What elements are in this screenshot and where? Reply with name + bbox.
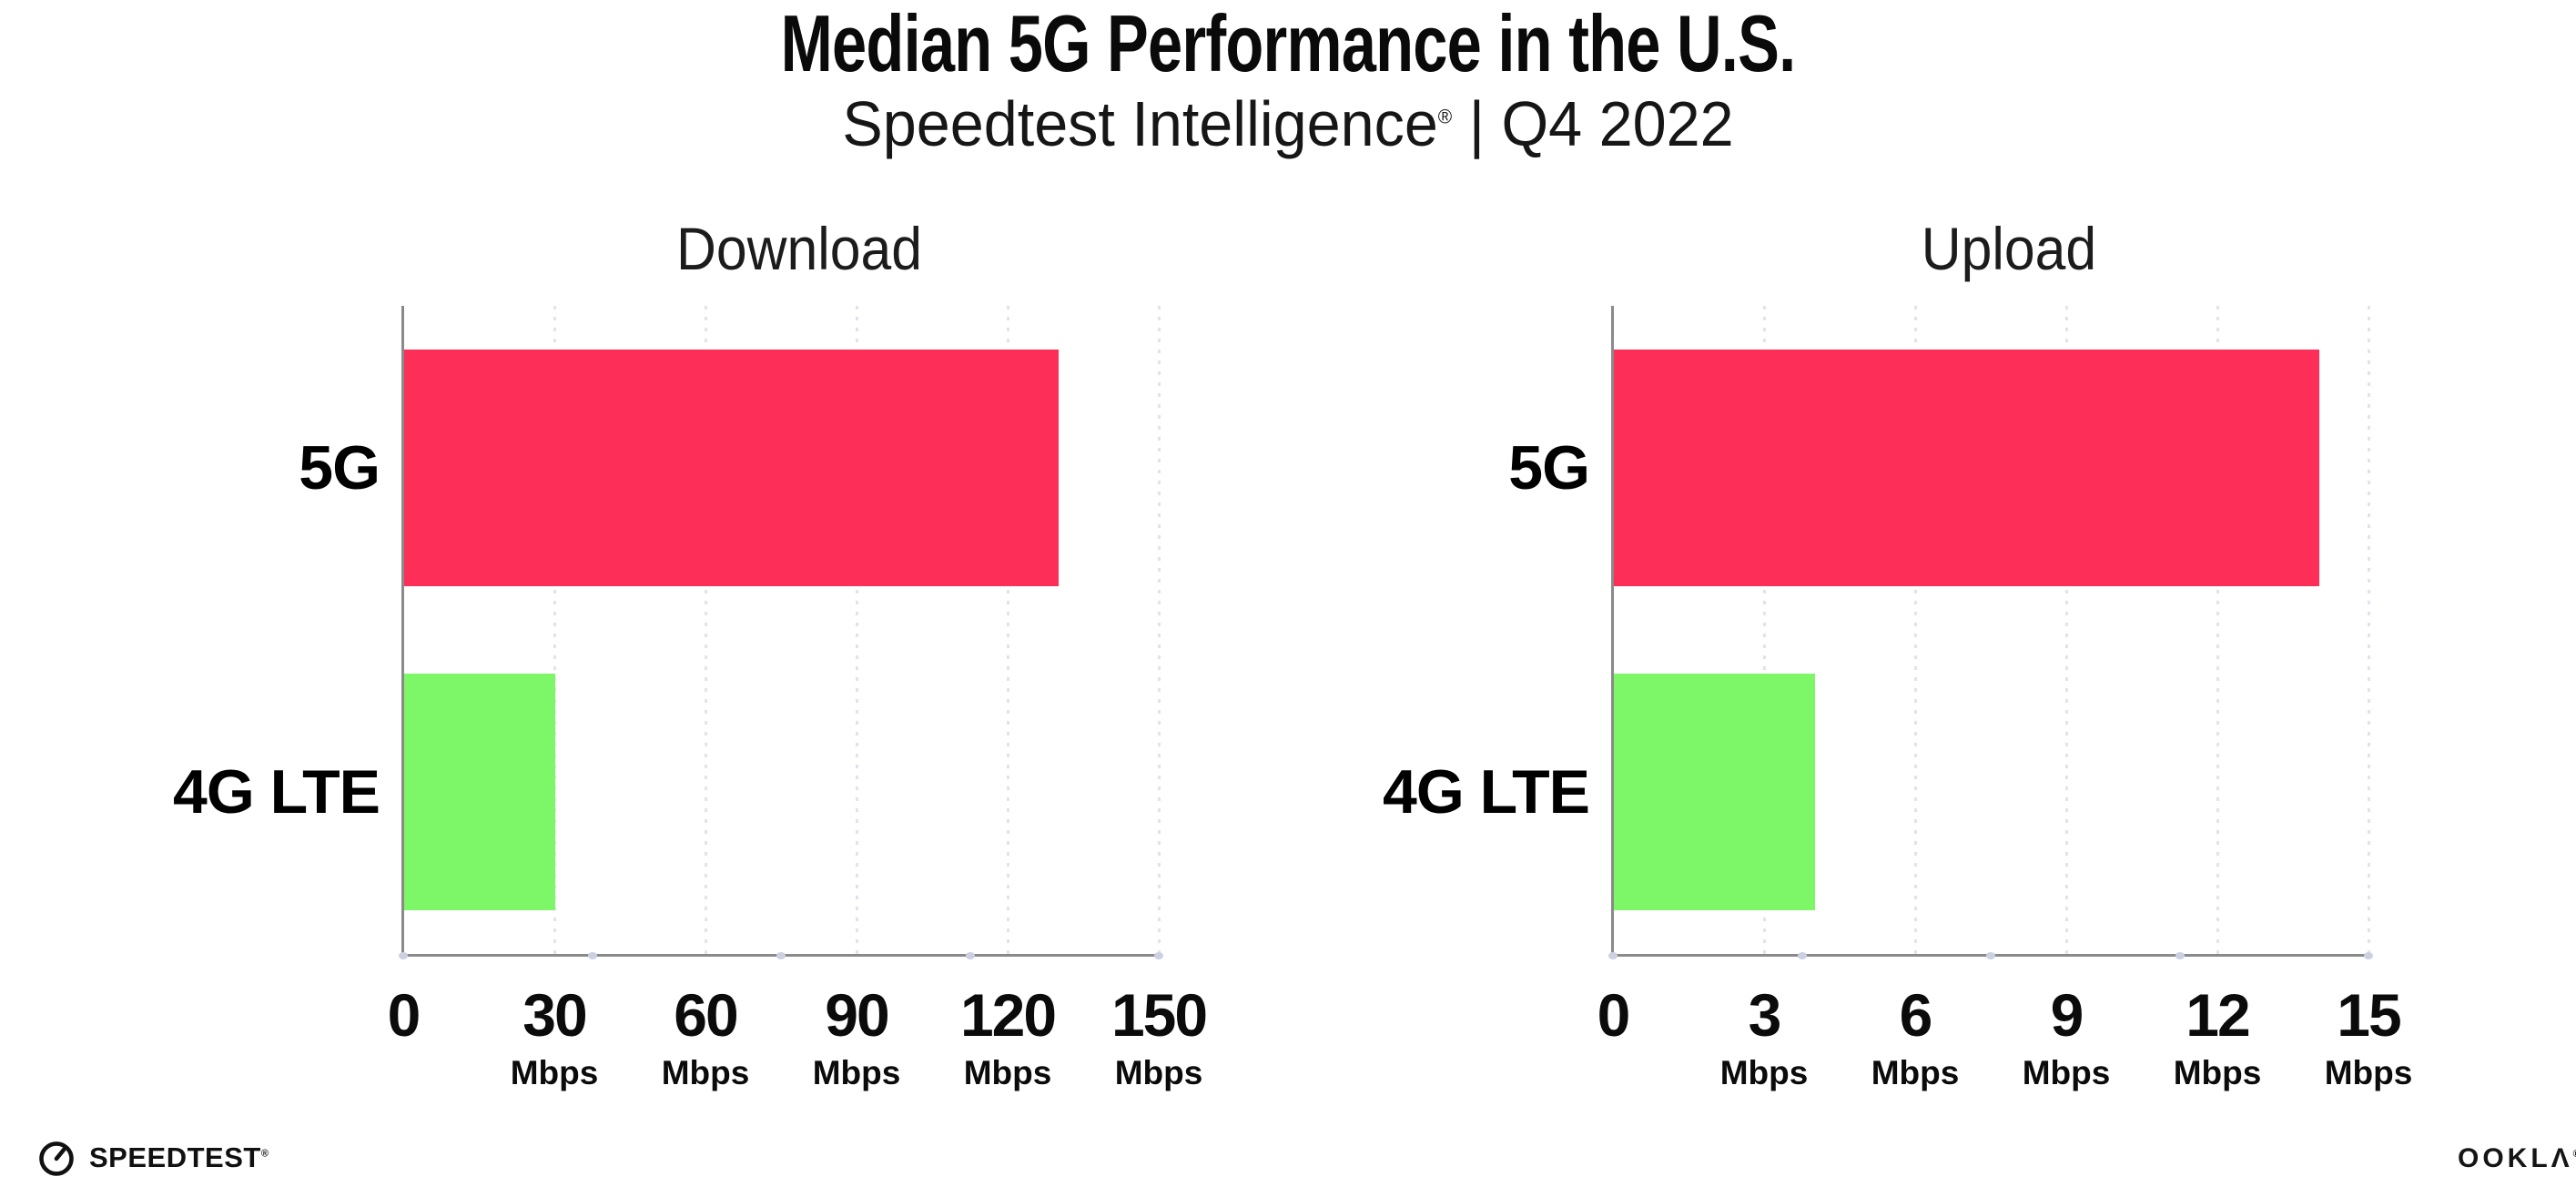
- category-label-5g: 5G: [299, 433, 380, 502]
- x-tick-30: 30 Mbps: [454, 985, 654, 1090]
- gridline-150: [1158, 306, 1161, 954]
- x-tick-unit: Mbps: [2022, 1054, 2111, 1091]
- bar-5g: [1614, 350, 2319, 586]
- x-tick-unit: Mbps: [2324, 1054, 2413, 1091]
- x-tick-value: 150: [1111, 981, 1208, 1049]
- x-tick-90: 90 Mbps: [756, 985, 957, 1090]
- x-tick-value: 120: [959, 981, 1057, 1049]
- registered-mark: ®: [1437, 105, 1453, 128]
- gridline-9: [2065, 306, 2068, 954]
- x-tick-value: 0: [387, 981, 421, 1049]
- x-tick-value: 9: [2050, 981, 2084, 1049]
- x-tick-value: 0: [1597, 981, 1631, 1049]
- gridline-90: [856, 306, 858, 954]
- x-tick-unit: Mbps: [963, 1054, 1052, 1091]
- x-tick-150: 150 Mbps: [1059, 985, 1259, 1090]
- gridline-3: [1763, 306, 1766, 954]
- x-tick-value: 90: [825, 981, 889, 1049]
- x-tick-value: 6: [1899, 981, 1933, 1049]
- x-tick-9: 9 Mbps: [1966, 985, 2166, 1090]
- x-tick-unit: Mbps: [1114, 1054, 1203, 1091]
- x-tick-value: 15: [2337, 981, 2401, 1049]
- gridline-30: [553, 306, 556, 954]
- bar-5g: [404, 350, 1060, 586]
- bar-4g-lte: [404, 674, 555, 910]
- gridline-120: [1007, 306, 1009, 954]
- gridline-12: [2216, 306, 2219, 954]
- category-label-4g-lte: 4G LTE: [173, 757, 380, 827]
- gridline-60: [705, 306, 707, 954]
- axis-tick-dot: [2175, 951, 2185, 959]
- x-tick-unit: Mbps: [661, 1054, 750, 1091]
- gridline-15: [2368, 306, 2370, 954]
- subtitle-period: | Q4 2022: [1452, 88, 1734, 159]
- x-tick-value: 60: [674, 981, 738, 1049]
- x-tick-15: 15 Mbps: [2268, 985, 2469, 1090]
- speedtest-registered-mark: ®: [260, 1148, 269, 1160]
- x-tick-6: 6 Mbps: [1815, 985, 2015, 1090]
- chart-title-download: Download: [675, 215, 923, 282]
- ookla-logo: OOKLΛ®: [2458, 1143, 2576, 1174]
- axis-tick-dot: [965, 951, 975, 959]
- x-tick-0: 0: [303, 985, 503, 1045]
- axis-tick-dot: [1154, 951, 1163, 959]
- ookla-registered-mark: ®: [2573, 1149, 2576, 1160]
- x-tick-value: 12: [2186, 981, 2250, 1049]
- page-subtitle: Speedtest Intelligence® | Q4 2022: [65, 89, 2512, 159]
- x-tick-unit: Mbps: [1871, 1054, 1960, 1091]
- axis-tick-dot: [587, 951, 597, 959]
- axis-tick-dot: [399, 951, 408, 959]
- x-tick-unit: Mbps: [510, 1054, 599, 1091]
- axis-tick-dot: [1608, 951, 1618, 959]
- category-label-5g: 5G: [1508, 433, 1590, 502]
- category-label-4g-lte: 4G LTE: [1383, 757, 1590, 827]
- x-tick-value: 30: [522, 981, 587, 1049]
- x-tick-60: 60 Mbps: [605, 985, 806, 1090]
- x-tick-unit: Mbps: [812, 1054, 901, 1091]
- x-tick-120: 120 Mbps: [908, 985, 1108, 1090]
- x-tick-12: 12 Mbps: [2117, 985, 2317, 1090]
- x-tick-unit: Mbps: [1719, 1054, 1809, 1091]
- axis-tick-dot: [1797, 951, 1807, 959]
- x-tick-value: 3: [1748, 981, 1782, 1049]
- page-title: Median 5G Performance in the U.S.: [780, 0, 1797, 88]
- speedtest-gauge-icon: [39, 1141, 74, 1176]
- speedtest-logo: SPEEDTEST®: [36, 1136, 269, 1180]
- x-tick-3: 3 Mbps: [1664, 985, 1864, 1090]
- speedtest-wordmark: SPEEDTEST®: [89, 1141, 269, 1173]
- axis-tick-dot: [1986, 951, 1995, 959]
- axis-tick-dot: [776, 951, 786, 959]
- chart-title-upload: Upload: [1921, 215, 2097, 282]
- bar-4g-lte: [1614, 674, 1816, 910]
- x-tick-unit: Mbps: [2173, 1054, 2262, 1091]
- x-tick-0: 0: [1513, 985, 1713, 1045]
- gridline-6: [1914, 306, 1917, 954]
- subtitle-brand: Speedtest Intelligence: [842, 88, 1438, 159]
- ookla-wordmark: OOKLΛ: [2458, 1143, 2573, 1173]
- y-axis-line: [1611, 306, 1614, 957]
- axis-tick-dot: [2364, 951, 2373, 959]
- y-axis-line: [401, 306, 404, 957]
